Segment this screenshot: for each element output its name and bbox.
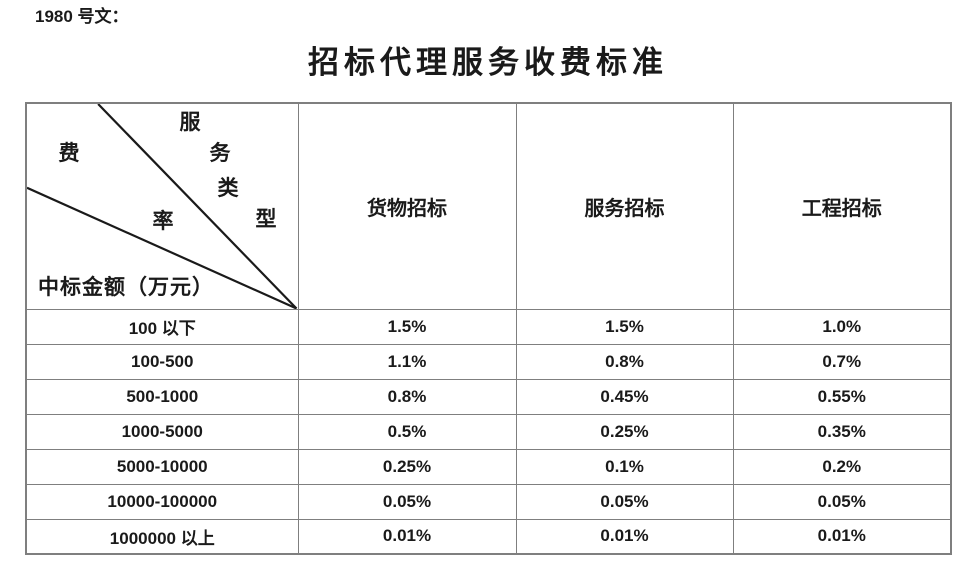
fee-rate-cell: 1.5% (515, 308, 734, 345)
fee-rate-cell: 0.2% (732, 448, 952, 485)
fee-rate-cell: 1.5% (297, 308, 517, 345)
fee-rate-cell: 0.1% (515, 448, 734, 485)
fee-rate-cell: 0.8% (515, 343, 734, 380)
fee-rate-cell: 1.0% (732, 308, 952, 345)
column-header-goods: 货物招标 (297, 102, 517, 310)
corner-label-rate-char: 率 (152, 209, 174, 233)
fee-standard-table: 服 务 类 型 费 率 中标金额（万元） 货物招标 服务招标 工程招标 100 … (25, 102, 952, 555)
doc-reference-label: 1980 号文： (35, 7, 129, 26)
diagonal-line-upper (97, 104, 298, 309)
table-row: 500-1000 0.8% 0.45% 0.55% (25, 378, 952, 415)
diagonal-corner-cell: 服 务 类 型 费 率 中标金额（万元） (25, 102, 299, 310)
table-row: 100-500 1.1% 0.8% 0.7% (25, 343, 952, 380)
amount-range-cell: 10000-100000 (25, 483, 299, 520)
corner-label-service-type-char: 务 (209, 141, 231, 165)
table-row: 1000-5000 0.5% 0.25% 0.35% (25, 413, 952, 450)
amount-range-cell: 100-500 (25, 343, 299, 380)
corner-label-service-type-char: 服 (179, 110, 201, 134)
fee-rate-cell: 0.01% (732, 518, 952, 555)
column-header-engineering: 工程招标 (732, 102, 952, 310)
fee-rate-cell: 0.5% (297, 413, 517, 450)
amount-range-cell: 500-1000 (25, 378, 299, 415)
table-row: 1000000 以上 0.01% 0.01% 0.01% (25, 518, 952, 555)
diagonal-line-lower (27, 186, 297, 309)
fee-rate-cell: 0.45% (515, 378, 734, 415)
table-row: 10000-100000 0.05% 0.05% 0.05% (25, 483, 952, 520)
corner-label-amount: 中标金额（万元） (38, 275, 214, 299)
corner-label-service-type-char: 型 (255, 207, 277, 231)
fee-rate-cell: 0.25% (297, 448, 517, 485)
page-title: 招标代理服务收费标准 (308, 45, 668, 80)
diagonal-corner-content: 服 务 类 型 费 率 中标金额（万元） (27, 104, 298, 309)
fee-rate-cell: 0.01% (515, 518, 734, 555)
fee-rate-cell: 0.8% (297, 378, 517, 415)
table-header-row: 服 务 类 型 费 率 中标金额（万元） 货物招标 服务招标 工程招标 (25, 102, 952, 310)
fee-rate-cell: 1.1% (297, 343, 517, 380)
corner-label-rate-char: 费 (58, 141, 80, 165)
fee-rate-cell: 0.05% (297, 483, 517, 520)
amount-range-cell: 1000000 以上 (25, 518, 299, 555)
table-row: 100 以下 1.5% 1.5% 1.0% (25, 308, 952, 345)
fee-rate-cell: 0.05% (515, 483, 734, 520)
corner-label-service-type-char: 类 (217, 176, 239, 200)
fee-rate-cell: 0.05% (732, 483, 952, 520)
fee-rate-cell: 0.55% (732, 378, 952, 415)
amount-range-cell: 1000-5000 (25, 413, 299, 450)
amount-range-cell: 5000-10000 (25, 448, 299, 485)
fee-rate-cell: 0.01% (297, 518, 517, 555)
column-header-service: 服务招标 (515, 102, 734, 310)
fee-rate-cell: 0.7% (732, 343, 952, 380)
fee-rate-cell: 0.35% (732, 413, 952, 450)
table-row: 5000-10000 0.25% 0.1% 0.2% (25, 448, 952, 485)
fee-rate-cell: 0.25% (515, 413, 734, 450)
amount-range-cell: 100 以下 (25, 308, 299, 345)
diagonal-lines (27, 104, 298, 309)
